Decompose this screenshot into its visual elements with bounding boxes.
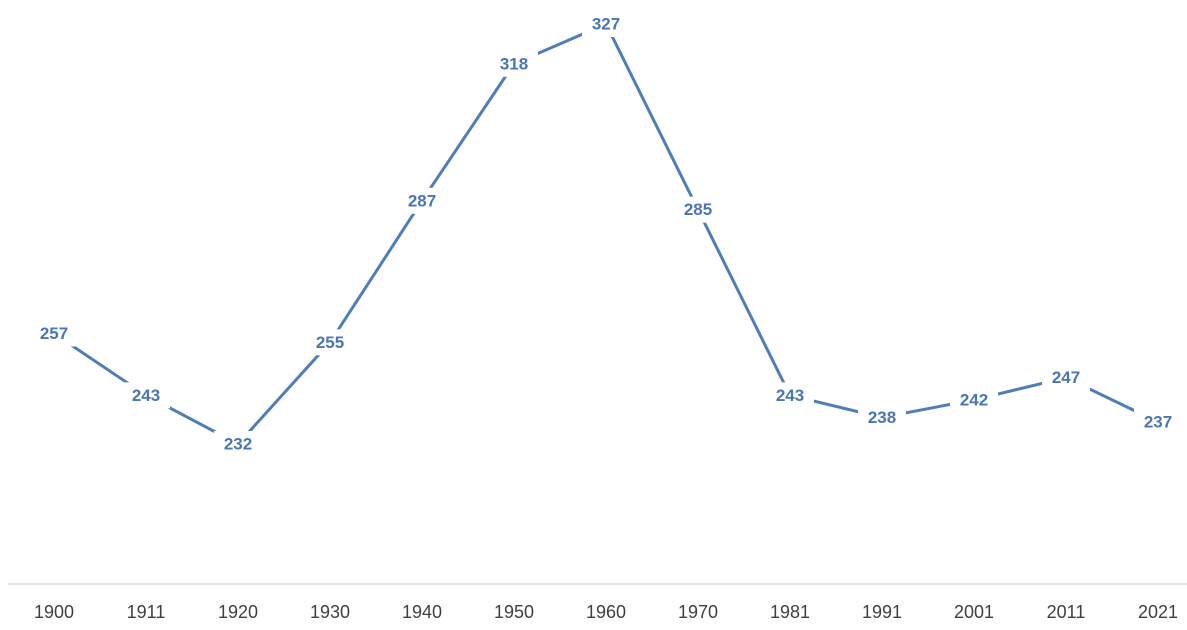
x-tick-label: 1911 <box>127 602 166 622</box>
x-tick-label: 2001 <box>954 602 994 622</box>
x-tick-label: 1991 <box>862 602 902 622</box>
x-tick-label: 1950 <box>494 602 534 622</box>
data-label: 243 <box>776 386 804 405</box>
data-label: 242 <box>960 390 988 409</box>
data-label: 255 <box>316 333 344 352</box>
label-background <box>1134 408 1182 435</box>
data-label: 318 <box>500 54 528 73</box>
data-label: 257 <box>40 324 68 343</box>
x-tick-label: 1900 <box>34 602 74 622</box>
label-background <box>306 329 354 356</box>
label-background <box>398 187 446 214</box>
label-background <box>582 11 630 37</box>
data-label: 287 <box>408 191 436 210</box>
x-tick-label: 1981 <box>770 602 810 622</box>
label-background <box>214 431 262 457</box>
label-background <box>30 320 78 347</box>
label-background <box>490 50 538 77</box>
data-label: 247 <box>1052 368 1080 387</box>
label-background <box>674 196 722 223</box>
label-background <box>122 382 170 409</box>
label-background <box>858 404 906 431</box>
x-tick-label: 2021 <box>1138 602 1178 622</box>
x-tick-label: 1960 <box>586 602 626 622</box>
x-tick-label: 1940 <box>402 602 442 622</box>
label-background <box>950 386 998 413</box>
x-tick-label: 1970 <box>678 602 718 622</box>
data-label: 238 <box>868 408 896 427</box>
data-label: 232 <box>224 434 252 453</box>
x-tick-label: 1920 <box>218 602 258 622</box>
data-label: 327 <box>592 14 620 33</box>
data-label: 237 <box>1144 412 1172 431</box>
label-background <box>1042 364 1090 391</box>
data-label: 243 <box>132 386 160 405</box>
x-tick-label: 1930 <box>310 602 350 622</box>
label-background <box>766 382 814 409</box>
x-tick-label: 2011 <box>1047 602 1086 622</box>
line <box>53 22 1159 446</box>
data-label: 285 <box>684 200 712 219</box>
